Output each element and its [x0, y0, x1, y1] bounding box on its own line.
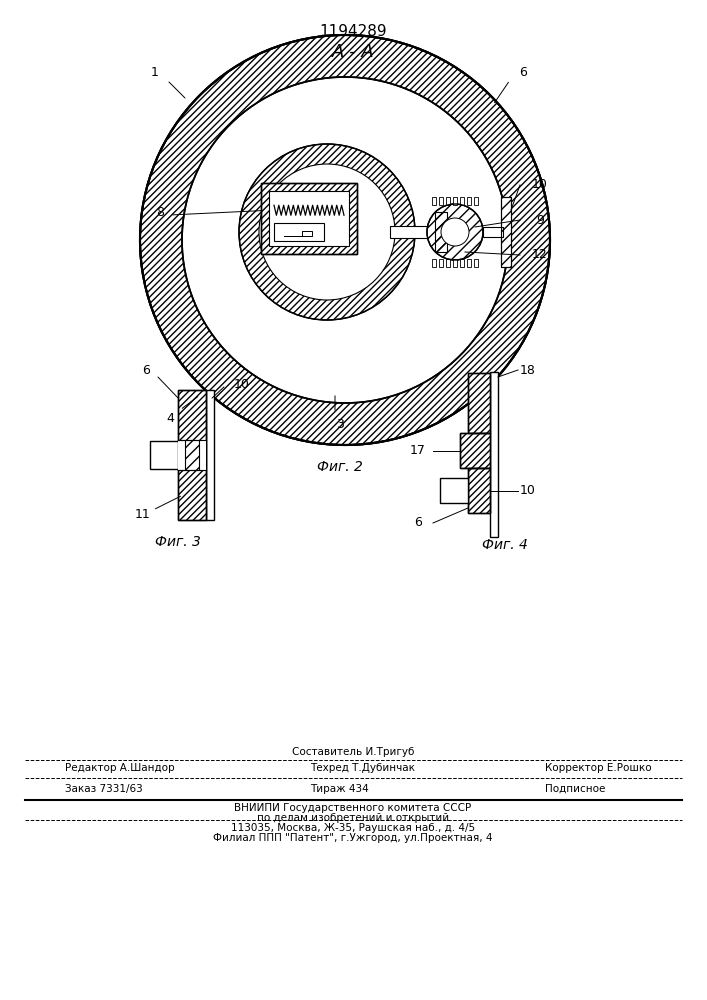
Bar: [474, 259, 478, 267]
Text: 6: 6: [414, 516, 422, 530]
Bar: [468, 373, 490, 433]
Text: 3: 3: [336, 418, 344, 432]
Bar: [185, 440, 199, 470]
Text: 1: 1: [151, 66, 159, 79]
Text: Техред Т.Дубинчак: Техред Т.Дубинчак: [310, 763, 415, 773]
Bar: [150, 441, 178, 469]
Text: 1194289: 1194289: [319, 24, 387, 39]
Text: А - А: А - А: [332, 43, 375, 61]
Text: 6: 6: [519, 66, 527, 79]
Bar: [178, 440, 206, 470]
Bar: [274, 223, 324, 241]
Text: ВНИИПИ Государственного комитета СССР: ВНИИПИ Государственного комитета СССР: [235, 803, 472, 813]
Bar: [468, 468, 490, 513]
Text: 18: 18: [520, 363, 536, 376]
Circle shape: [441, 218, 469, 246]
Text: Филиал ППП "Патент", г.Ужгород, ул.Проектная, 4: Филиал ППП "Патент", г.Ужгород, ул.Проек…: [214, 833, 493, 843]
Bar: [432, 197, 436, 205]
Bar: [178, 390, 206, 520]
Bar: [490, 372, 498, 537]
Text: 10: 10: [532, 178, 548, 192]
Text: Фиг. 2: Фиг. 2: [317, 460, 363, 474]
Bar: [261, 183, 357, 254]
Bar: [432, 259, 436, 267]
Bar: [453, 259, 457, 267]
Text: Корректор Е.Рошко: Корректор Е.Рошко: [545, 763, 652, 773]
Text: 12: 12: [532, 248, 548, 261]
Circle shape: [182, 77, 508, 403]
Bar: [468, 373, 490, 433]
Bar: [440, 478, 468, 503]
Text: 10: 10: [234, 378, 250, 391]
Text: 6: 6: [142, 363, 150, 376]
Bar: [439, 259, 443, 267]
Bar: [468, 468, 490, 513]
Bar: [460, 259, 464, 267]
Bar: [453, 197, 457, 205]
Circle shape: [239, 144, 415, 320]
Bar: [446, 197, 450, 205]
Bar: [501, 197, 511, 267]
Circle shape: [140, 35, 550, 445]
Bar: [467, 197, 471, 205]
Bar: [460, 433, 490, 468]
Bar: [435, 212, 447, 252]
Bar: [390, 226, 440, 238]
Bar: [269, 191, 349, 246]
Text: 9: 9: [536, 214, 544, 227]
Bar: [460, 433, 490, 468]
Bar: [206, 390, 214, 520]
Text: 8: 8: [156, 206, 164, 219]
Bar: [460, 197, 464, 205]
Text: Заказ 7331/63: Заказ 7331/63: [65, 784, 143, 794]
Bar: [483, 227, 503, 237]
Circle shape: [259, 164, 395, 300]
Text: 10: 10: [520, 485, 536, 497]
Text: 113035, Москва, Ж-35, Раушская наб., д. 4/5: 113035, Москва, Ж-35, Раушская наб., д. …: [231, 823, 475, 833]
Bar: [501, 197, 511, 267]
Text: 17: 17: [410, 444, 426, 458]
Text: Подписное: Подписное: [545, 784, 605, 794]
Text: Составитель И.Тригуб: Составитель И.Тригуб: [292, 747, 414, 757]
Bar: [467, 259, 471, 267]
Text: Фиг. 3: Фиг. 3: [155, 535, 201, 549]
Text: Фиг. 4: Фиг. 4: [482, 538, 528, 552]
Text: по делам изобретений и открытий: по делам изобретений и открытий: [257, 813, 449, 823]
Bar: [178, 390, 206, 520]
Bar: [261, 183, 357, 254]
Text: 4: 4: [166, 412, 174, 424]
Text: Тираж 434: Тираж 434: [310, 784, 369, 794]
Bar: [435, 212, 447, 252]
Bar: [474, 197, 478, 205]
Text: Редактор А.Шандор: Редактор А.Шандор: [65, 763, 175, 773]
Bar: [446, 259, 450, 267]
Text: 11: 11: [135, 508, 151, 522]
Circle shape: [427, 204, 483, 260]
Bar: [439, 197, 443, 205]
